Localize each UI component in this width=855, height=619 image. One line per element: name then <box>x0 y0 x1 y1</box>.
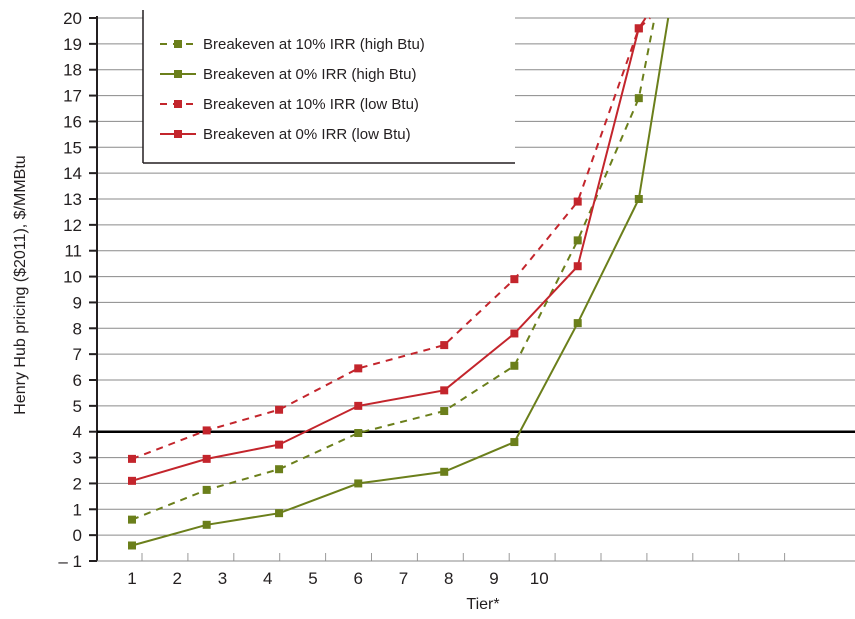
legend-label: Breakeven at 10% IRR (low Btu) <box>203 96 419 113</box>
series-point <box>275 440 284 449</box>
series-point <box>510 438 519 447</box>
series-point <box>634 24 643 33</box>
series-point <box>354 364 363 373</box>
x-tick-label: 5 <box>308 569 317 588</box>
series-point <box>202 485 211 494</box>
series-group <box>128 17 670 550</box>
series-line <box>131 17 651 460</box>
series-point <box>128 476 136 485</box>
series-point <box>440 341 449 350</box>
x-tick-label: 8 <box>444 569 453 588</box>
series <box>128 17 670 550</box>
x-tick-labels: 1 2 3 4 5 6 7 8 9 10 <box>127 569 548 588</box>
series-point <box>128 454 136 463</box>
y-tick-label: 8 <box>73 319 82 338</box>
series-point <box>128 515 136 524</box>
y-tick-label: 17 <box>63 87 82 106</box>
y-tick-label: – 1 <box>58 552 82 571</box>
x-tick-label: 9 <box>489 569 498 588</box>
series-point <box>202 426 211 435</box>
legend-label: Breakeven at 0% IRR (high Btu) <box>203 66 416 83</box>
series-point <box>573 262 582 271</box>
legend-label: Breakeven at 0% IRR (low Btu) <box>203 126 411 143</box>
legend-background <box>143 10 515 163</box>
legend-swatch-marker <box>174 40 182 48</box>
y-tick-label: 10 <box>63 268 82 287</box>
series-point <box>275 509 284 518</box>
series-point <box>634 94 643 103</box>
x-tick-label: 3 <box>218 569 227 588</box>
series-point <box>354 429 363 438</box>
x-tick-label: 2 <box>173 569 182 588</box>
y-tick-label: 19 <box>63 35 82 54</box>
series-point <box>202 454 211 463</box>
series-point <box>573 197 582 206</box>
x-tick-label: 1 <box>127 569 136 588</box>
y-tick-label: 2 <box>73 474 82 493</box>
series-point <box>202 520 211 529</box>
x-minor-ticks <box>141 553 786 561</box>
y-tick-label: 13 <box>63 190 82 209</box>
legend-label: Breakeven at 10% IRR (high Btu) <box>203 36 425 53</box>
series-point <box>510 329 519 338</box>
y-tick-label: 6 <box>73 371 82 390</box>
x-axis-title: Tier* <box>466 596 499 613</box>
legend-swatch-marker <box>174 70 182 78</box>
x-tick-label: 4 <box>263 569 272 588</box>
series-point <box>128 541 136 550</box>
series-point <box>275 465 284 474</box>
y-tick-label: 7 <box>73 345 82 364</box>
legend-swatch-marker <box>174 100 182 108</box>
x-tick-label: 7 <box>399 569 408 588</box>
series-point <box>440 467 449 476</box>
y-tick-label: 20 <box>63 9 82 28</box>
series-point <box>440 386 449 395</box>
y-tick-label: 11 <box>64 242 82 261</box>
legend: Breakeven at 10% IRR (high Btu) Breakeven… <box>142 10 515 164</box>
y-tick-label: 5 <box>73 397 82 416</box>
y-tick-label: 4 <box>73 423 82 442</box>
y-tick-label: 14 <box>63 164 82 183</box>
series-point <box>573 319 582 328</box>
series-point <box>510 275 519 284</box>
y-tick-label: 3 <box>73 449 82 468</box>
y-tick-label: 18 <box>63 61 82 80</box>
legend-swatch-marker <box>174 130 182 138</box>
axes <box>89 16 855 562</box>
series-point <box>354 479 363 488</box>
y-tick-label: 16 <box>63 112 82 131</box>
y-tick-label: 9 <box>73 293 82 312</box>
series-point <box>440 407 449 416</box>
y-tick-label: 1 <box>73 500 82 519</box>
x-tick-label: 10 <box>530 569 549 588</box>
series-point <box>634 195 643 203</box>
series-point <box>354 401 363 410</box>
y-tick-label: 12 <box>63 216 82 235</box>
series-group <box>128 17 647 485</box>
series-point <box>510 361 519 370</box>
y-tick-label: 15 <box>63 138 82 157</box>
x-tick-label: 6 <box>354 569 363 588</box>
series-point <box>573 236 582 245</box>
y-axis-title: Henry Hub pricing ($2011), $/MMBtu <box>12 155 29 414</box>
series-group <box>128 17 656 524</box>
series-point <box>275 405 284 414</box>
y-tick-label: 0 <box>73 526 82 545</box>
